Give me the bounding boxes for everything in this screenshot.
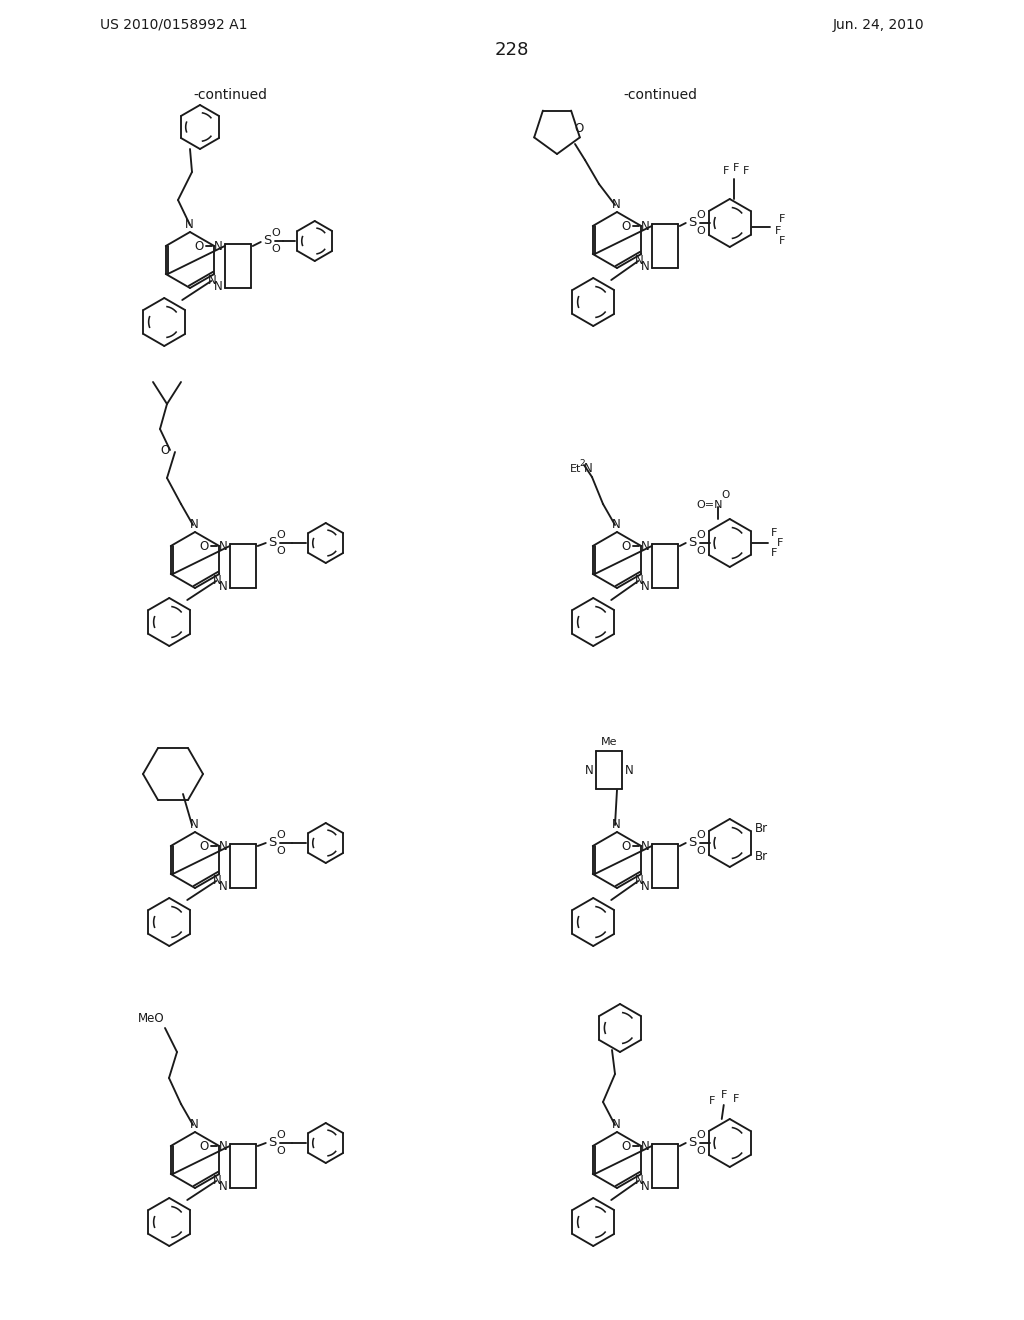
Text: O: O [622,219,631,232]
Text: O: O [276,846,285,855]
Text: N: N [218,879,227,892]
Text: S: S [268,1137,276,1150]
Text: N: N [611,519,621,532]
Text: O: O [276,1130,285,1140]
Text: Br: Br [755,850,768,863]
Text: N: N [218,1139,227,1152]
Text: N: N [625,763,634,776]
Text: F: F [721,1090,727,1100]
Text: N: N [218,579,227,593]
Text: F: F [776,539,783,548]
Text: N: N [208,275,217,288]
Text: S: S [268,536,276,549]
Text: N: N [611,818,621,832]
Text: O: O [696,830,706,840]
Text: O: O [622,1139,631,1152]
Text: N: N [213,1175,221,1188]
Text: O: O [696,210,706,220]
Text: N: N [635,255,644,268]
Text: O: O [276,830,285,840]
Text: Jun. 24, 2010: Jun. 24, 2010 [833,18,924,32]
Text: N: N [611,1118,621,1131]
Text: F: F [742,166,749,176]
Text: O: O [195,239,204,252]
Text: O: O [696,226,706,236]
Text: N: N [640,1139,649,1152]
Text: F: F [732,162,739,173]
Text: O: O [622,840,631,853]
Text: F: F [732,1094,739,1104]
Text: N: N [189,519,199,532]
Text: N: N [640,1180,649,1192]
Text: F: F [778,214,785,224]
Text: S: S [688,536,697,549]
Text: N: N [635,874,644,887]
Text: F: F [778,236,785,246]
Text: N: N [640,540,649,553]
Text: O: O [276,1146,285,1156]
Text: N: N [640,840,649,853]
Text: O: O [200,1139,209,1152]
Text: O: O [622,540,631,553]
Text: N: N [218,1180,227,1192]
Text: O: O [696,1146,706,1156]
Text: Me: Me [601,737,617,747]
Text: O: O [161,444,170,457]
Text: N: N [218,840,227,853]
Text: Br: Br [755,822,768,836]
Text: O: O [276,546,285,556]
Text: F: F [771,548,777,558]
Text: N: N [584,462,592,475]
Text: N: N [640,879,649,892]
Text: Et: Et [570,465,582,474]
Text: O: O [696,846,706,855]
Text: N: N [640,219,649,232]
Text: -continued: -continued [193,88,267,102]
Text: N: N [213,574,221,587]
Text: -continued: -continued [623,88,697,102]
Text: N: N [640,260,649,272]
Text: O: O [722,490,730,500]
Text: N: N [585,763,593,776]
Text: N: N [635,574,644,587]
Text: N: N [213,280,222,293]
Text: MeO: MeO [137,1011,164,1024]
Text: N: N [635,1175,644,1188]
Text: O: O [271,228,281,238]
Text: O: O [574,121,584,135]
Text: O=N: O=N [696,500,723,510]
Text: 2: 2 [580,458,585,467]
Text: O: O [200,540,209,553]
Text: S: S [268,837,276,850]
Text: N: N [189,1118,199,1131]
Text: F: F [709,1096,715,1106]
Text: 228: 228 [495,41,529,59]
Text: F: F [771,528,777,539]
Text: S: S [263,235,272,248]
Text: N: N [213,874,221,887]
Text: F: F [723,166,729,176]
Text: S: S [688,1137,697,1150]
Text: N: N [218,540,227,553]
Text: O: O [200,840,209,853]
Text: O: O [696,531,706,540]
Text: O: O [696,546,706,556]
Text: O: O [696,1130,706,1140]
Text: S: S [688,837,697,850]
Text: O: O [271,244,281,253]
Text: N: N [611,198,621,211]
Text: O: O [276,531,285,540]
Text: N: N [189,818,199,832]
Text: N: N [640,579,649,593]
Text: N: N [213,239,222,252]
Text: S: S [688,216,697,230]
Text: F: F [774,226,781,236]
Text: US 2010/0158992 A1: US 2010/0158992 A1 [100,18,248,32]
Text: N: N [184,219,194,231]
